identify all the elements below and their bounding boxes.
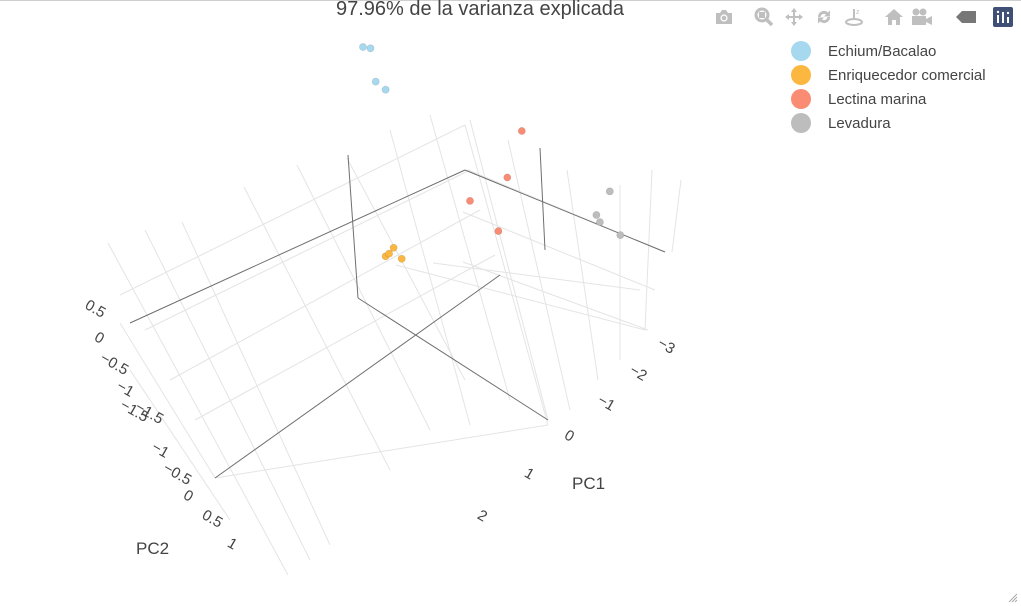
svg-text:z: z: [856, 9, 860, 16]
point-echium-bacalao[interactable]: [366, 44, 375, 53]
grid-line: [507, 139, 571, 411]
axis-line: [347, 154, 359, 299]
point-levadura[interactable]: [592, 211, 601, 219]
grid-line: [469, 119, 549, 421]
z-tick-label: −0.5: [97, 349, 131, 379]
grid-line: [389, 129, 471, 426]
chart-title: 97.96% de la varianza explicada: [336, 0, 624, 20]
axis-lines: [129, 147, 666, 479]
point-levadura[interactable]: [596, 218, 604, 226]
axis-line: [357, 297, 549, 421]
point-enriquecedor-comercial[interactable]: [385, 249, 393, 258]
grid-line: [644, 169, 653, 331]
x-tick-label: 0: [561, 427, 577, 446]
grid-line: [144, 169, 471, 331]
grid-line: [395, 264, 646, 331]
grid-line: [296, 164, 431, 431]
grid-line: [346, 157, 466, 381]
legend-label: Echium/Bacalao: [828, 42, 937, 60]
grid-lines: [107, 114, 682, 576]
point-echium-bacalao[interactable]: [359, 43, 367, 51]
point-levadura[interactable]: [605, 187, 614, 196]
legend-label: Lectina marina: [828, 90, 927, 108]
z-tick-label: 0.5: [82, 297, 109, 322]
turntable-rotation-icon[interactable]: z: [843, 6, 865, 28]
axis-line: [129, 169, 466, 324]
point-lectina-marina[interactable]: [517, 127, 526, 135]
orbit-rotation-icon[interactable]: [813, 6, 835, 28]
point-enriquecedor-comercial[interactable]: [389, 243, 398, 252]
camera-icon[interactable]: [713, 6, 735, 28]
grid-line: [243, 186, 391, 471]
axis-line: [464, 169, 666, 253]
reset-camera-icon[interactable]: [883, 6, 905, 28]
point-lectina-marina[interactable]: [503, 173, 512, 182]
grid-line: [464, 124, 549, 426]
x-tick-label: 1: [521, 465, 537, 484]
legend-item-levadura[interactable]: Levadura: [790, 111, 986, 135]
grid-line: [169, 209, 481, 381]
legend-marker: [791, 113, 811, 133]
legend-item-lectina-marina[interactable]: Lectina marina: [790, 87, 986, 111]
x-tick-label: −1: [595, 391, 618, 414]
point-enriquecedor-comercial[interactable]: [397, 254, 406, 263]
grid-line: [144, 229, 311, 561]
legend-label: Enriquecedor comercial: [828, 66, 986, 84]
y-tick-label: 1: [224, 535, 240, 554]
legend-marker: [791, 65, 811, 85]
z-tick-label: 0: [91, 329, 107, 348]
grid-line: [462, 211, 656, 291]
grid-line: [119, 322, 216, 479]
point-echium-bacalao[interactable]: [381, 85, 390, 94]
pan-icon[interactable]: [783, 6, 805, 28]
resize-handle-icon[interactable]: [1008, 593, 1018, 603]
axis-title-pc1: PC1: [572, 474, 605, 493]
modebar: z: [0, 6, 1021, 28]
grid-line: [181, 221, 331, 546]
axis-titles: PC1 PC2: [136, 474, 605, 558]
point-levadura[interactable]: [616, 231, 625, 239]
y-tick-label: 0.5: [199, 507, 226, 532]
grid-line: [129, 369, 231, 521]
y-tick-label: −1: [149, 438, 172, 461]
y-tick-label: −0.5: [160, 459, 194, 489]
legend: Echium/Bacalao Enriquecedor comercial Le…: [790, 39, 986, 135]
legend-item-enriquecedor-comercial[interactable]: Enriquecedor comercial: [790, 63, 986, 87]
axis-line: [214, 274, 501, 479]
point-lectina-marina[interactable]: [494, 227, 503, 235]
grid-line: [107, 242, 289, 576]
data-points[interactable]: [359, 43, 625, 263]
point-echium-bacalao[interactable]: [371, 77, 380, 86]
hover-toggle-icon[interactable]: [955, 6, 977, 28]
top-border: [0, 0, 1021, 1]
legend-item-echium-bacalao[interactable]: Echium/Bacalao: [790, 39, 986, 63]
save-camera-icon[interactable]: [911, 6, 933, 28]
y-tick-label: 0: [180, 487, 196, 506]
grid-line: [429, 114, 511, 401]
legend-marker: [791, 41, 811, 61]
grid-line: [432, 262, 641, 291]
grid-line: [214, 424, 549, 479]
grid-line: [671, 179, 682, 253]
zoom-icon[interactable]: [753, 6, 775, 28]
grid-line: [566, 169, 599, 381]
x-tick-label: 2: [474, 507, 490, 526]
x-tick-label: −3: [655, 334, 678, 357]
z-tick-label: −1: [114, 377, 137, 400]
grid-line: [194, 254, 496, 421]
axis-title-pc2: PC2: [136, 539, 169, 558]
grid-line: [462, 261, 649, 331]
legend-marker: [791, 89, 811, 109]
axis-line: [539, 147, 546, 251]
grid-line: [119, 124, 466, 296]
x-tick-label: −2: [627, 361, 650, 384]
plotly-logo-icon[interactable]: [992, 6, 1014, 28]
legend-label: Levadura: [828, 114, 891, 132]
point-lectina-marina[interactable]: [466, 196, 474, 205]
